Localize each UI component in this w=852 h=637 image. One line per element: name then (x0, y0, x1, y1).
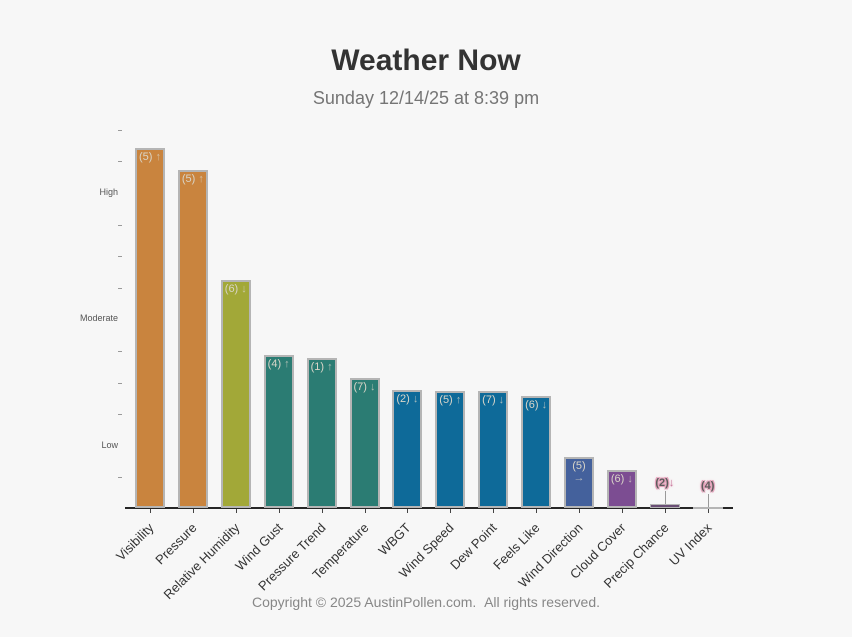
x-axis-tick (407, 509, 409, 513)
trend-arrow-down: ↓ (668, 477, 675, 490)
x-axis-tick (321, 509, 323, 513)
y-axis-tick (118, 351, 122, 352)
y-axis-tick (118, 129, 122, 131)
y-axis-tick (118, 414, 122, 416)
bar-wind-gust (263, 354, 294, 508)
x-axis-tick (536, 509, 538, 513)
y-axis-tick (118, 224, 122, 226)
bar-feels-like (521, 395, 552, 508)
y-axis-tick (118, 382, 122, 384)
x-axis-tick (621, 509, 623, 513)
x-axis-tick (707, 509, 709, 513)
label-stem (707, 493, 709, 507)
bar-temperature (349, 378, 380, 508)
bar-visibility (135, 147, 165, 508)
x-axis-tick (493, 509, 495, 513)
bar-dew-point (478, 391, 509, 508)
x-axis-tick (364, 509, 366, 513)
x-axis-line (125, 507, 733, 509)
y-axis-label: Low (101, 439, 118, 450)
y-axis-tick (118, 161, 122, 163)
x-axis-tick (450, 509, 452, 513)
y-axis-label: Moderate (79, 313, 118, 324)
bar-pressure (177, 169, 208, 508)
bar-pressure-trend (306, 357, 337, 508)
y-axis-tick (118, 477, 122, 479)
x-axis-tick (664, 509, 666, 513)
bar-relative-humidity (220, 280, 251, 508)
chart-subtitle: Sunday 12/14/25 at 8:39 pm (312, 88, 540, 108)
bar-cloud-cover (606, 470, 637, 508)
bar-value-label: (4) (700, 479, 715, 492)
x-axis-tick (235, 509, 237, 513)
copyright-footer: Copyright © 2025 AustinPollen.com. All r… (251, 594, 601, 610)
label-stem (664, 491, 666, 505)
y-axis-tick (118, 256, 122, 258)
bar-precip-chance (649, 504, 680, 508)
x-axis-tick (192, 509, 194, 513)
bar-wind-direction (564, 457, 594, 508)
x-axis-tick (150, 509, 151, 513)
bar-wbgt (392, 389, 423, 508)
chart-title: Weather Now (331, 44, 521, 77)
y-axis-tick (118, 287, 122, 289)
x-axis-tick (278, 509, 280, 513)
bar-wind-speed (435, 391, 466, 508)
bar-value-label: (2)↓ (655, 477, 675, 490)
x-axis-tick (579, 509, 580, 513)
y-axis-label: High (99, 187, 118, 197)
bar-uv-index (692, 506, 723, 509)
